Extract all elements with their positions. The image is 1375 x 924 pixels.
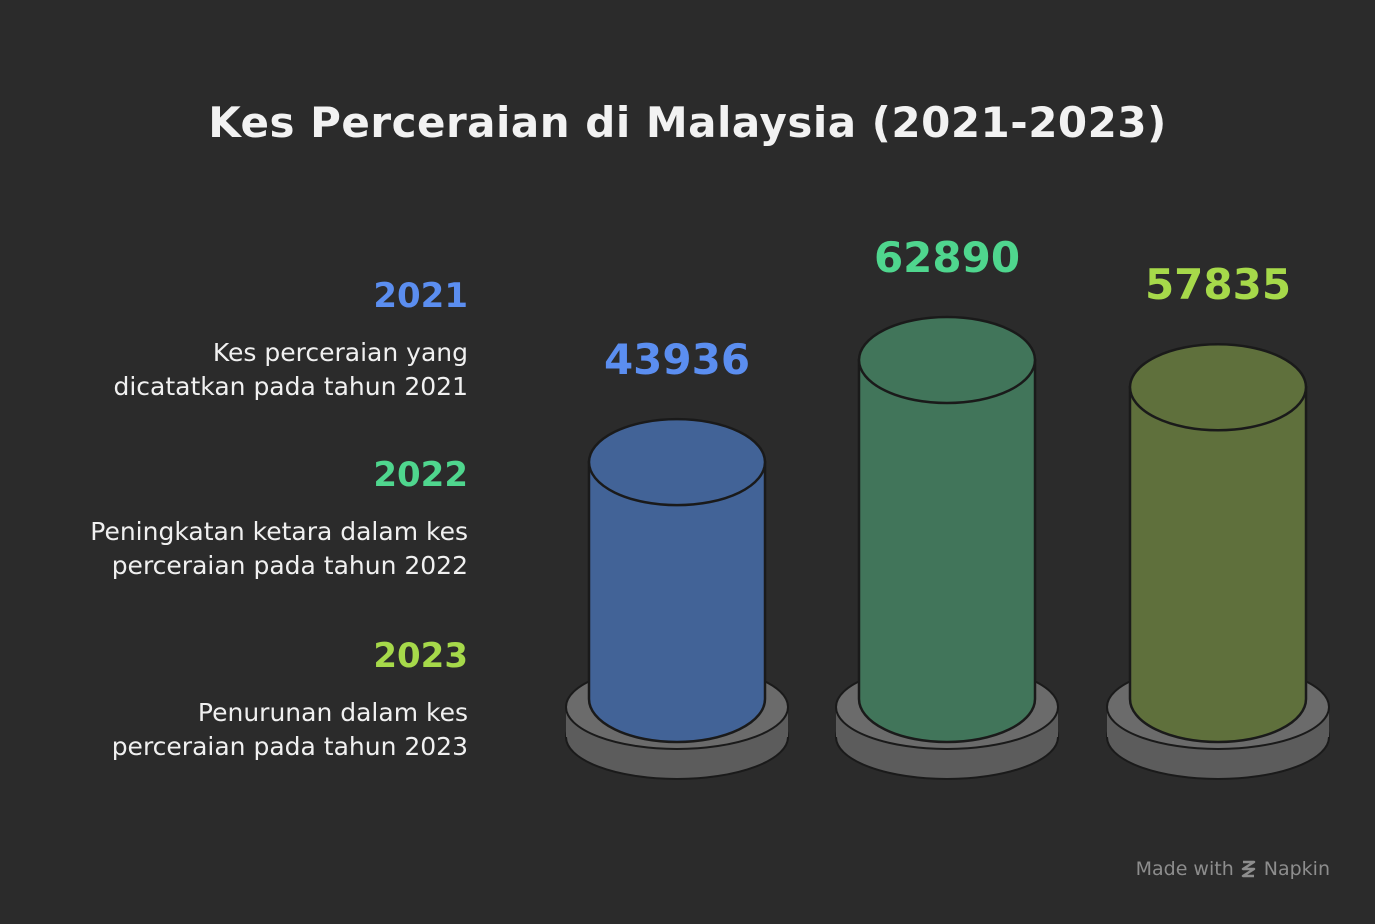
legend-item-2021: 2021 Kes perceraian yang dicatatkan pada… (30, 276, 468, 404)
data-label-2022: 62890 (874, 233, 1020, 282)
legend-description: Kes perceraian yang dicatatkan pada tahu… (30, 336, 468, 404)
cylinder-body-2022 (857, 358, 1037, 744)
legend-year: 2023 (373, 636, 468, 676)
cylinder-body-2021 (587, 460, 767, 744)
napkin-logo-icon (1241, 860, 1255, 878)
legend-description-line: Kes perceraian yang (212, 338, 468, 367)
legend-item-2023: 2023 Penurunan dalam kes perceraian pada… (30, 636, 468, 764)
watermark-prefix: Made with (1135, 858, 1234, 880)
legend-description-line: Penurunan dalam kes (197, 698, 468, 727)
data-label-2021: 43936 (604, 335, 750, 384)
legend-description: Penurunan dalam kes perceraian pada tahu… (30, 696, 468, 764)
legend-description-line: Peningkatan ketara dalam kes (90, 517, 468, 546)
chart-title: Kes Perceraian di Malaysia (2021-2023) (208, 98, 1167, 147)
legend-item-2022: 2022 Peningkatan ketara dalam kes percer… (30, 455, 468, 583)
cylinder-top-2022 (857, 315, 1037, 405)
legend-year: 2021 (373, 276, 468, 316)
legend-description: Peningkatan ketara dalam kes perceraian … (30, 515, 468, 583)
watermark-brand: Napkin (1263, 858, 1330, 880)
cylinder-top-2021 (587, 417, 767, 507)
legend-description-line: dicatatkan pada tahun 2021 (113, 372, 468, 401)
data-label-2023: 57835 (1145, 260, 1291, 309)
legend-description-line: perceraian pada tahun 2023 (111, 732, 468, 761)
cylinder-top-2023 (1128, 342, 1308, 432)
cylinder-body-2023 (1128, 385, 1308, 744)
watermark: Made with Napkin (1136, 858, 1330, 880)
legend-year: 2022 (373, 455, 468, 495)
legend-description-line: perceraian pada tahun 2022 (111, 551, 468, 580)
